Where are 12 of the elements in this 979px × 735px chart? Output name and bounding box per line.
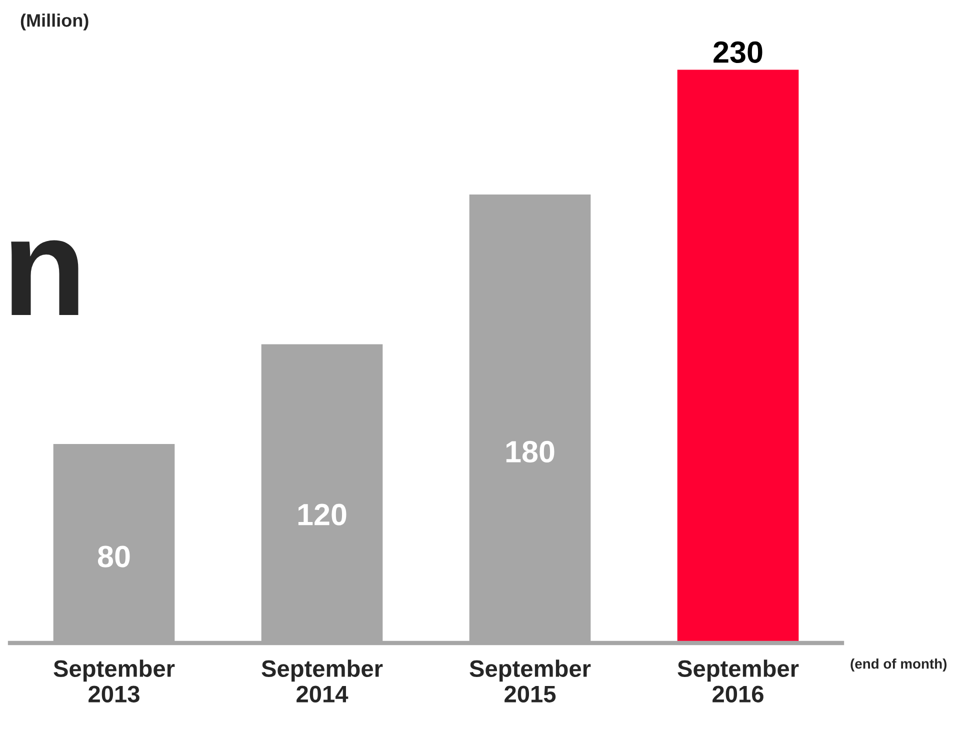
data-label: 80: [98, 546, 130, 568]
text: (Million): [20, 14, 88, 30]
x-tick-label: September 2016: [678, 660, 799, 702]
x-tick-label: September 2014: [262, 660, 383, 702]
data-label: 120: [298, 504, 346, 526]
bar: [676, 69, 800, 643]
annotation: n: [11, 240, 78, 315]
data-label: 180: [506, 440, 554, 463]
text: (end of month): [850, 658, 947, 672]
x-tick-label: September 2015: [470, 660, 591, 702]
data-label: 230: [714, 41, 762, 64]
x-tick-label: September 2013: [54, 660, 175, 702]
